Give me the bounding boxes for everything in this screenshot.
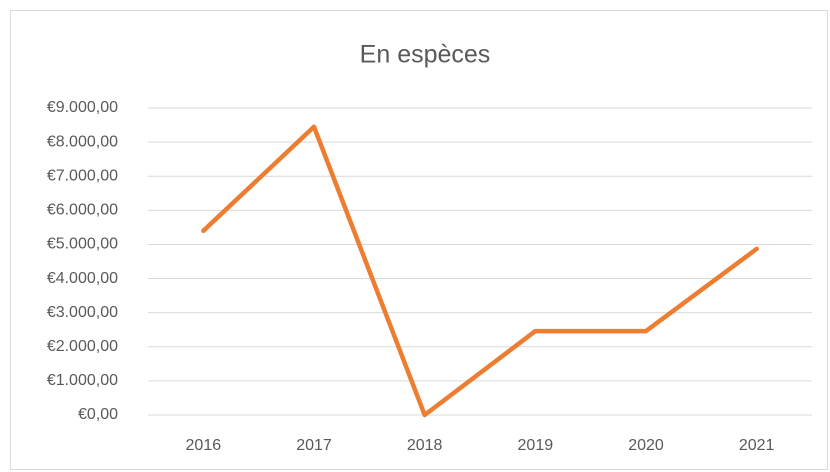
y-tick-label: €7.000,00 xyxy=(47,167,118,184)
y-tick-label: €3.000,00 xyxy=(47,304,118,321)
y-tick-label: €0,00 xyxy=(78,406,118,423)
x-tick-label: 2016 xyxy=(186,437,222,454)
chart-title: En espèces xyxy=(360,41,491,69)
y-tick-label: €9.000,00 xyxy=(47,99,118,116)
y-tick-label: €1.000,00 xyxy=(47,372,118,389)
x-tick-label: 2021 xyxy=(739,437,775,454)
y-tick-label: €8.000,00 xyxy=(47,133,118,150)
x-tick-label: 2018 xyxy=(407,437,443,454)
x-tick-label: 2017 xyxy=(296,437,332,454)
y-tick-label: €5.000,00 xyxy=(47,236,118,253)
line xyxy=(201,124,759,418)
y-tick-label: €6.000,00 xyxy=(47,202,118,219)
chart-border xyxy=(10,10,828,470)
x-tick-label: 2019 xyxy=(518,437,554,454)
y-tick-label: €2.000,00 xyxy=(47,338,118,355)
x-tick-label: 2020 xyxy=(628,437,664,454)
y-tick-label: €4.000,00 xyxy=(47,270,118,287)
